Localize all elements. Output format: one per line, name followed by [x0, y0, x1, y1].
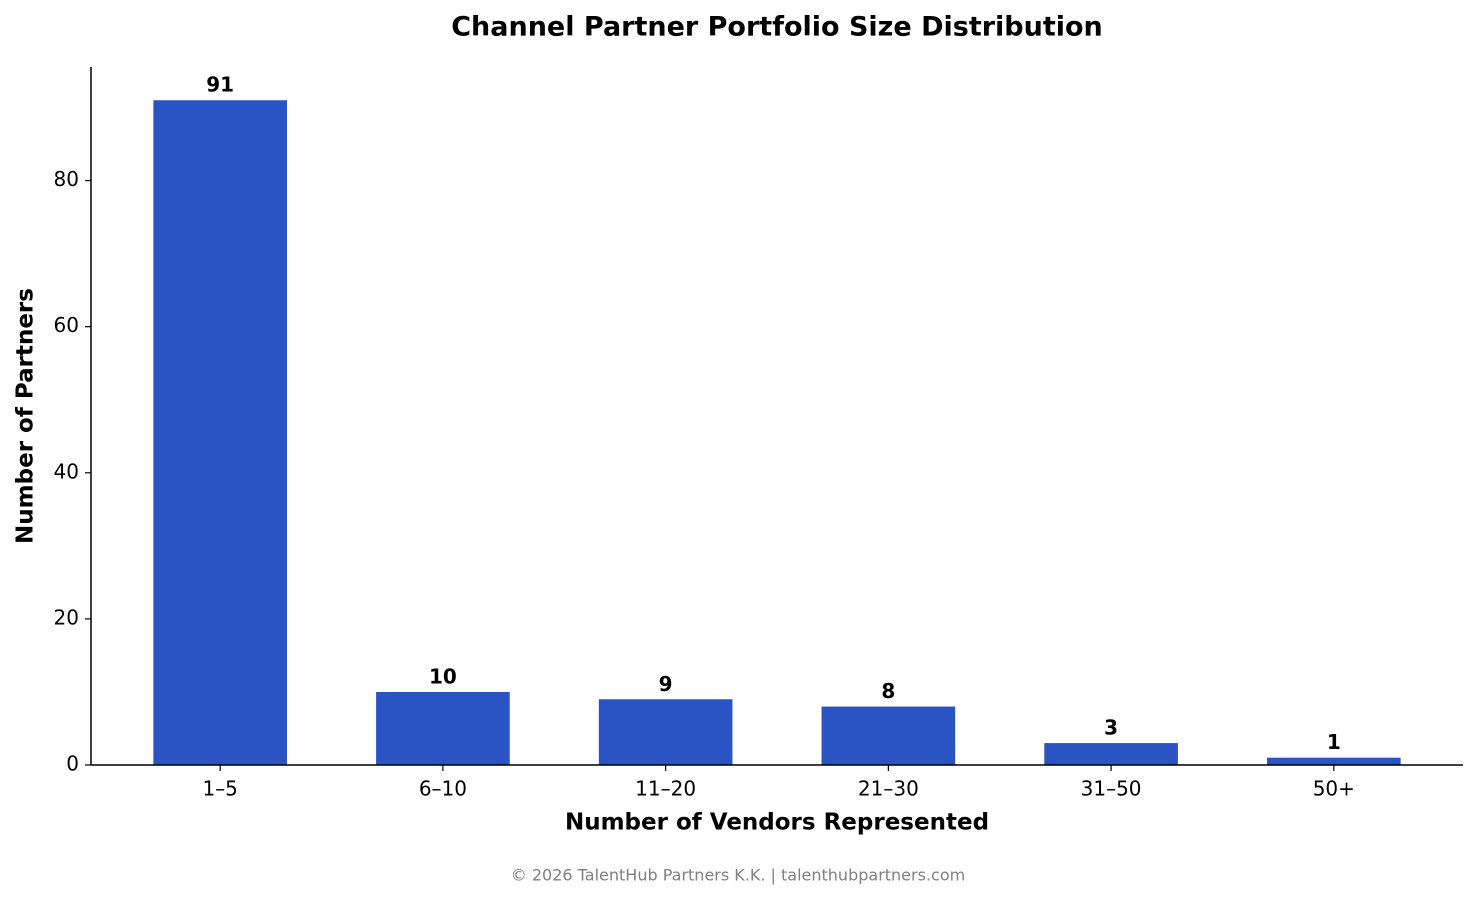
x-tick-label: 21–30	[858, 777, 919, 801]
x-tick-label: 50+	[1313, 777, 1355, 801]
x-axis-title: Number of Vendors Represented	[565, 810, 989, 836]
y-tick-label: 60	[54, 313, 79, 337]
value-label: 9	[659, 672, 673, 696]
bar	[1044, 743, 1178, 765]
x-tick-label: 1–5	[202, 777, 237, 801]
y-tick-label: 40	[54, 459, 79, 483]
value-label: 8	[881, 679, 895, 703]
bar	[376, 691, 510, 765]
x-tick-label: 6–10	[419, 777, 467, 801]
bar	[598, 699, 733, 765]
value-label: 1	[1327, 730, 1341, 754]
y-tick-label: 80	[54, 167, 79, 191]
x-tick-label: 31–50	[1081, 777, 1142, 801]
bar	[821, 706, 956, 765]
footer: © 2026 TalentHub Partners K.K. | talenth…	[511, 866, 965, 885]
value-label: 91	[206, 73, 234, 97]
chart-title: Channel Partner Portfolio Size Distribut…	[451, 12, 1103, 43]
bar	[1267, 757, 1401, 765]
value-label: 10	[429, 664, 457, 688]
y-axis-title: Number of Partners	[13, 288, 39, 544]
y-tick-label: 0	[66, 752, 79, 776]
value-label: 3	[1104, 716, 1118, 740]
x-tick-label: 11–20	[635, 777, 696, 801]
y-tick-label: 20	[54, 605, 79, 629]
bar	[153, 100, 287, 765]
